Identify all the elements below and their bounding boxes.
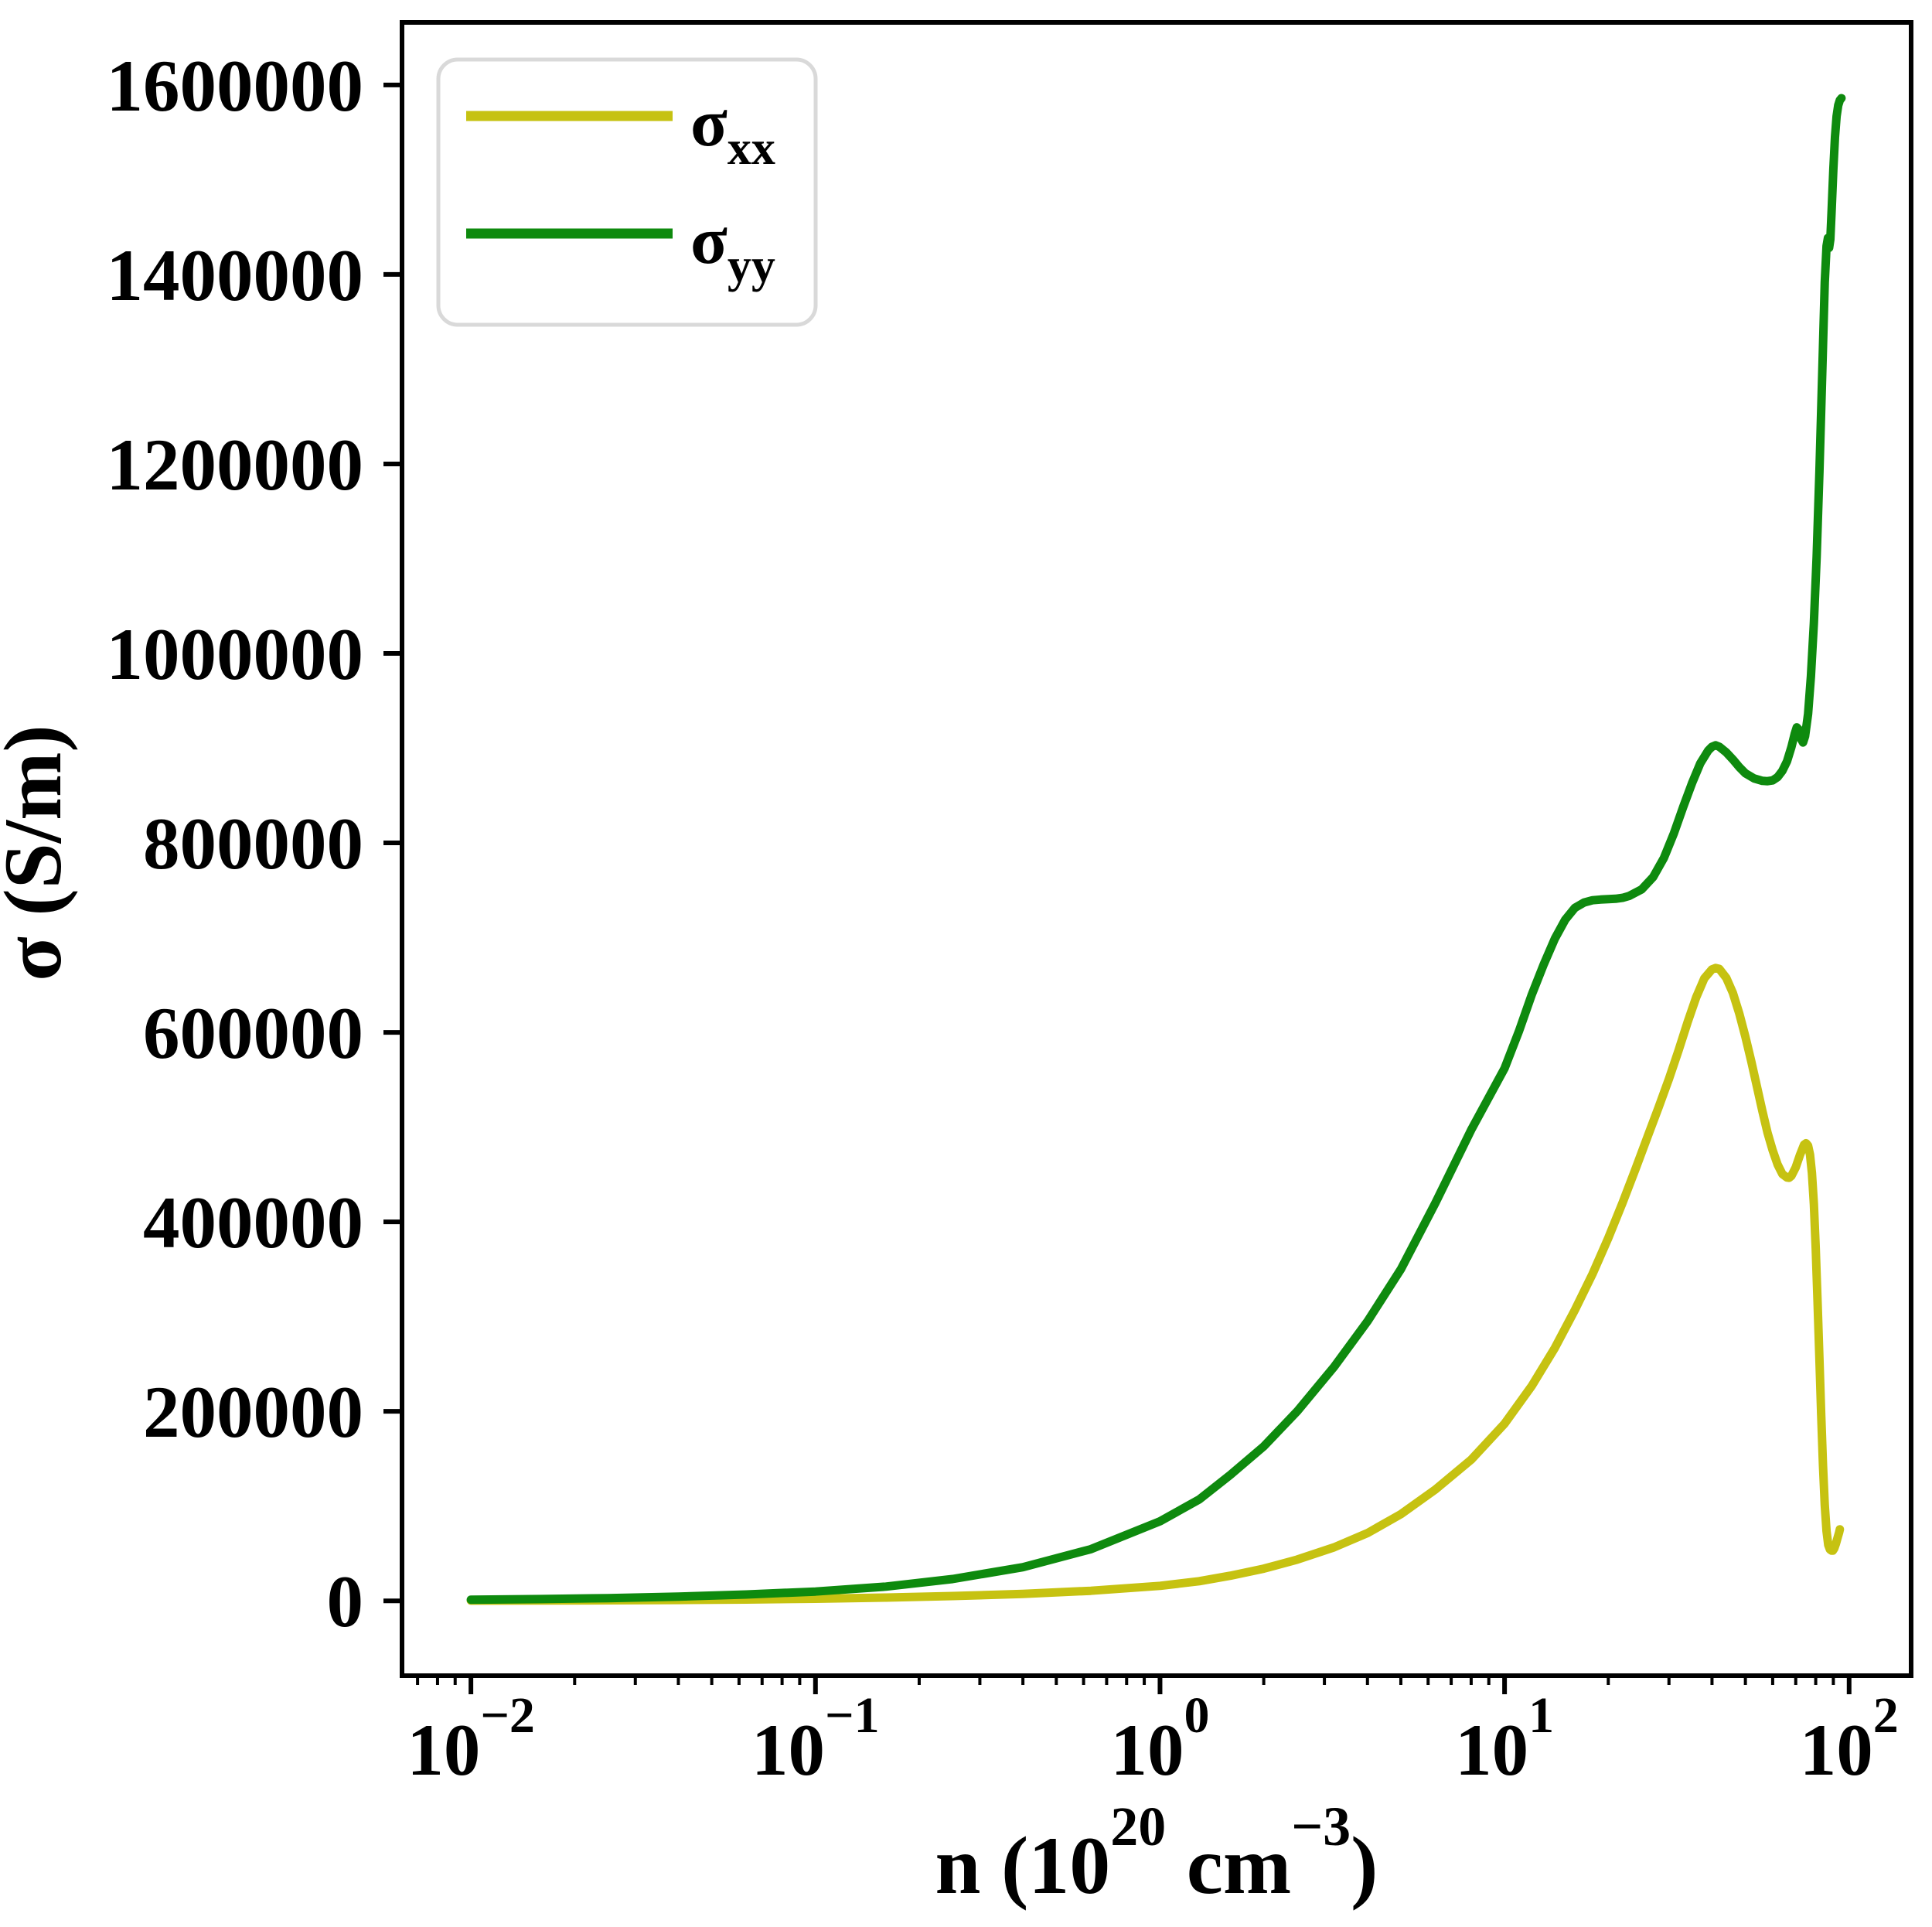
y-axis-tick-label: 200000	[143, 1371, 363, 1453]
y-axis-tick-label: 800000	[143, 803, 363, 885]
curve-sigma_yy	[466, 94, 1846, 1605]
y-axis-tick-label: 1400000	[107, 234, 364, 316]
plot-spines	[400, 20, 1913, 1678]
y-axis-tick-label: 600000	[143, 992, 363, 1074]
y-axis-tick-label: 1600000	[107, 45, 364, 127]
legend-box	[436, 57, 818, 327]
y-axis-tick-label: 1000000	[107, 613, 364, 695]
curve-sigma_xx	[466, 964, 1845, 1605]
y-axis-tick-label: 0	[327, 1560, 364, 1642]
y-axis-tick-label: 1200000	[107, 424, 364, 506]
y-axis-tick-label: 400000	[143, 1182, 363, 1264]
y-axis-title: σ (S/m)	[0, 725, 78, 981]
